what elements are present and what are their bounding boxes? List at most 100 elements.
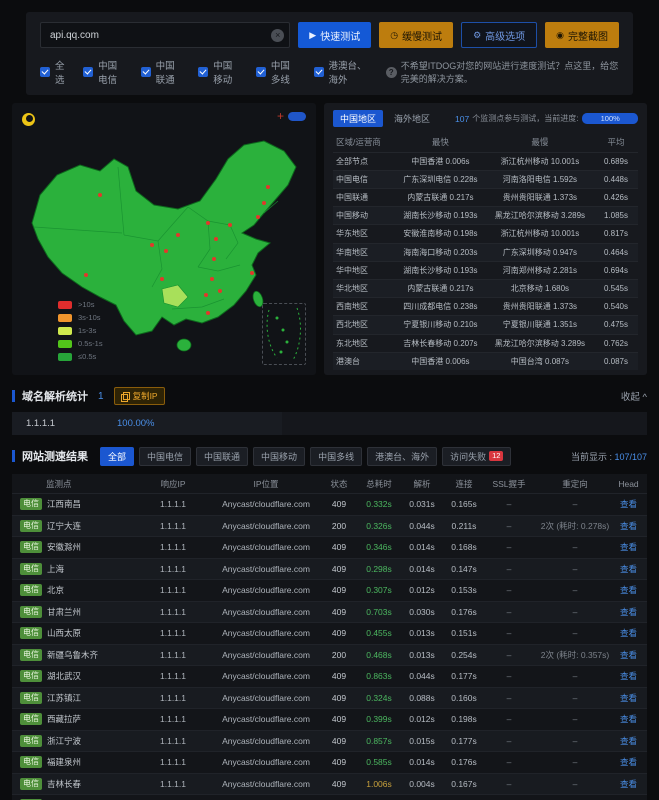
connect-time: 0.177s <box>451 735 477 746</box>
slow-test-button[interactable]: ◷ 缓慢测试 <box>379 22 454 48</box>
no-test-hint-link[interactable]: ? 不希望ITDOG对您的网站进行速度测试？点这里，给您完美的解决方案。 <box>385 59 619 85</box>
isp-badge: 电信 <box>20 627 42 640</box>
view-head-link[interactable]: 查看 <box>619 692 637 703</box>
view-head-link[interactable]: 查看 <box>619 542 637 553</box>
south-china-sea-inset <box>262 303 306 365</box>
http-status: 409 <box>331 499 347 510</box>
result-row: 电信 吉林长春 1.1.1.1 Anycast/cloudflare.com 4… <box>12 772 647 794</box>
checkbox-checked-icon[interactable] <box>83 67 94 77</box>
http-status: 409 <box>331 671 347 682</box>
isp-badge: 电信 <box>20 756 42 769</box>
advanced-options-button[interactable]: ⚙ 高级选项 <box>461 22 538 48</box>
isp-filter-checkbox[interactable]: 中国电信 <box>83 58 124 86</box>
results-filter-tab[interactable]: 港澳台、海外 <box>367 446 438 466</box>
collapse-toggle[interactable]: 收起 ^ <box>620 392 647 403</box>
results-filter-tab[interactable]: 中国电信 <box>139 446 192 466</box>
full-screenshot-button[interactable]: ◉ 完整截图 <box>545 22 619 48</box>
node-name: 吉林长春 <box>47 778 82 789</box>
checkbox-checked-icon[interactable] <box>140 67 151 77</box>
checkbox-checked-icon[interactable] <box>198 67 209 77</box>
node-name: 安徽滁州 <box>47 542 82 553</box>
isp-filter-checkbox[interactable]: 中国多线 <box>255 58 297 86</box>
ip-location: Anycast/cloudflare.com <box>222 714 310 725</box>
node-name: 江西南昌 <box>47 499 82 510</box>
ip-location: Anycast/cloudflare.com <box>222 649 310 660</box>
legend-swatch <box>58 326 72 335</box>
redirect-info: 2次 (耗时: 0.357s) <box>540 649 610 660</box>
view-head-link[interactable]: 查看 <box>619 714 637 725</box>
connect-time: 0.198s <box>451 714 477 725</box>
results-filter-tab[interactable]: 访问失败 12 <box>442 446 512 466</box>
monitor-node-cell: 电信 安徽滁州 <box>20 541 136 554</box>
redirect-info: – <box>572 563 578 574</box>
view-head-link[interactable]: 查看 <box>619 628 637 639</box>
view-head-link[interactable]: 查看 <box>619 671 637 682</box>
connect-time: 0.167s <box>451 778 477 789</box>
view-head-link[interactable]: 查看 <box>619 735 637 746</box>
view-head-link[interactable]: 查看 <box>619 649 637 660</box>
checkbox-checked-icon[interactable] <box>255 67 266 77</box>
region-name: 全部节点 <box>336 156 368 166</box>
average-time: 0.762s <box>603 338 629 348</box>
isp-filter-checkbox[interactable]: 中国移动 <box>198 58 239 86</box>
response-ip: 1.1.1.1 <box>160 628 186 639</box>
dns-result-strip: 1.1.1.1 100.00% <box>12 412 647 435</box>
response-ip: 1.1.1.1 <box>160 692 186 703</box>
clear-input-icon[interactable]: × <box>271 29 285 42</box>
response-ip: 1.1.1.1 <box>160 563 186 574</box>
copy-ip-button[interactable]: 复制IP <box>113 387 165 405</box>
redirect-info: – <box>572 606 578 617</box>
checkbox-checked-icon[interactable] <box>40 67 50 77</box>
isp-badge: 电信 <box>20 670 42 683</box>
progress-bar: 100% <box>582 113 638 124</box>
url-input[interactable] <box>40 22 291 48</box>
slowest-node: 北京移动 1.680s <box>510 284 570 294</box>
region-name: 中国电信 <box>336 174 368 184</box>
china-map[interactable] <box>12 103 316 375</box>
isp-filter-checkbox[interactable]: 中国联通 <box>140 58 182 86</box>
isp-filter-checkbox[interactable]: 全选 <box>40 58 66 86</box>
total-time: 0.399s <box>366 714 392 725</box>
view-head-link[interactable]: 查看 <box>619 520 637 531</box>
region-table-row: 华中地区 湖南长沙移动 0.193s 河南郑州移动 2.281s 0.694s <box>333 260 638 279</box>
region-tab[interactable]: 海外地区 <box>394 114 431 124</box>
region-tabs-row: 中国地区 海外地区 107 个监测点参与测试，当前进度: 100% <box>333 110 638 127</box>
results-filter-tab[interactable]: 中国联通 <box>196 446 249 466</box>
view-head-link[interactable]: 查看 <box>619 499 637 510</box>
checkbox-checked-icon[interactable] <box>313 67 324 77</box>
total-time: 0.307s <box>366 585 392 596</box>
http-status: 409 <box>331 628 347 639</box>
fastest-node: 中国香港 0.006s <box>411 156 470 166</box>
connect-time: 0.168s <box>451 542 477 553</box>
china-map-panel[interactable]: + >10s 3s-10s 1s-3s <box>12 103 316 375</box>
fail-count-badge: 12 <box>489 451 504 461</box>
results-filter-tab[interactable]: 中国移动 <box>253 446 306 466</box>
connect-time: 0.176s <box>451 606 477 617</box>
view-head-link[interactable]: 查看 <box>619 606 637 617</box>
result-row: 电信 西藏拉萨 1.1.1.1 Anycast/cloudflare.com 4… <box>12 708 647 730</box>
http-status: 409 <box>331 778 347 789</box>
view-head-link[interactable]: 查看 <box>619 563 637 574</box>
slowest-node: 河南郑州移动 2.281s <box>502 265 578 275</box>
map-zoom-in-icon[interactable]: + <box>276 109 284 123</box>
dns-count: 1 <box>98 390 104 402</box>
http-status: 409 <box>331 542 347 553</box>
http-status: 200 <box>331 649 347 660</box>
redirect-info: – <box>572 499 578 510</box>
isp-badge: 电信 <box>20 713 42 726</box>
fastest-node: 安徽淮南移动 0.198s <box>403 229 478 239</box>
isp-filter-checkbox[interactable]: 港澳台、海外 <box>313 58 369 86</box>
map-toggle-pill[interactable] <box>288 111 306 121</box>
view-head-link[interactable]: 查看 <box>619 585 637 596</box>
monitor-node-cell: 电信 上海 <box>20 562 136 575</box>
results-filter-tab[interactable]: 全部 <box>100 446 135 466</box>
view-head-link[interactable]: 查看 <box>619 757 637 768</box>
map-controls: + <box>276 109 306 123</box>
slowest-node: 宁夏银川联通 1.351s <box>502 320 578 330</box>
fast-test-button[interactable]: ▶ 快速测试 <box>298 22 372 48</box>
view-head-link[interactable]: 查看 <box>619 778 637 789</box>
results-filter-tab[interactable]: 中国多线 <box>310 446 363 466</box>
region-tab[interactable]: 中国地区 <box>333 110 384 127</box>
region-table-row: 中国移动 湖南长沙移动 0.193s 黑龙江哈尔滨移动 3.289s 1.085… <box>333 206 638 225</box>
map-theme-toggle-icon[interactable] <box>22 113 35 126</box>
